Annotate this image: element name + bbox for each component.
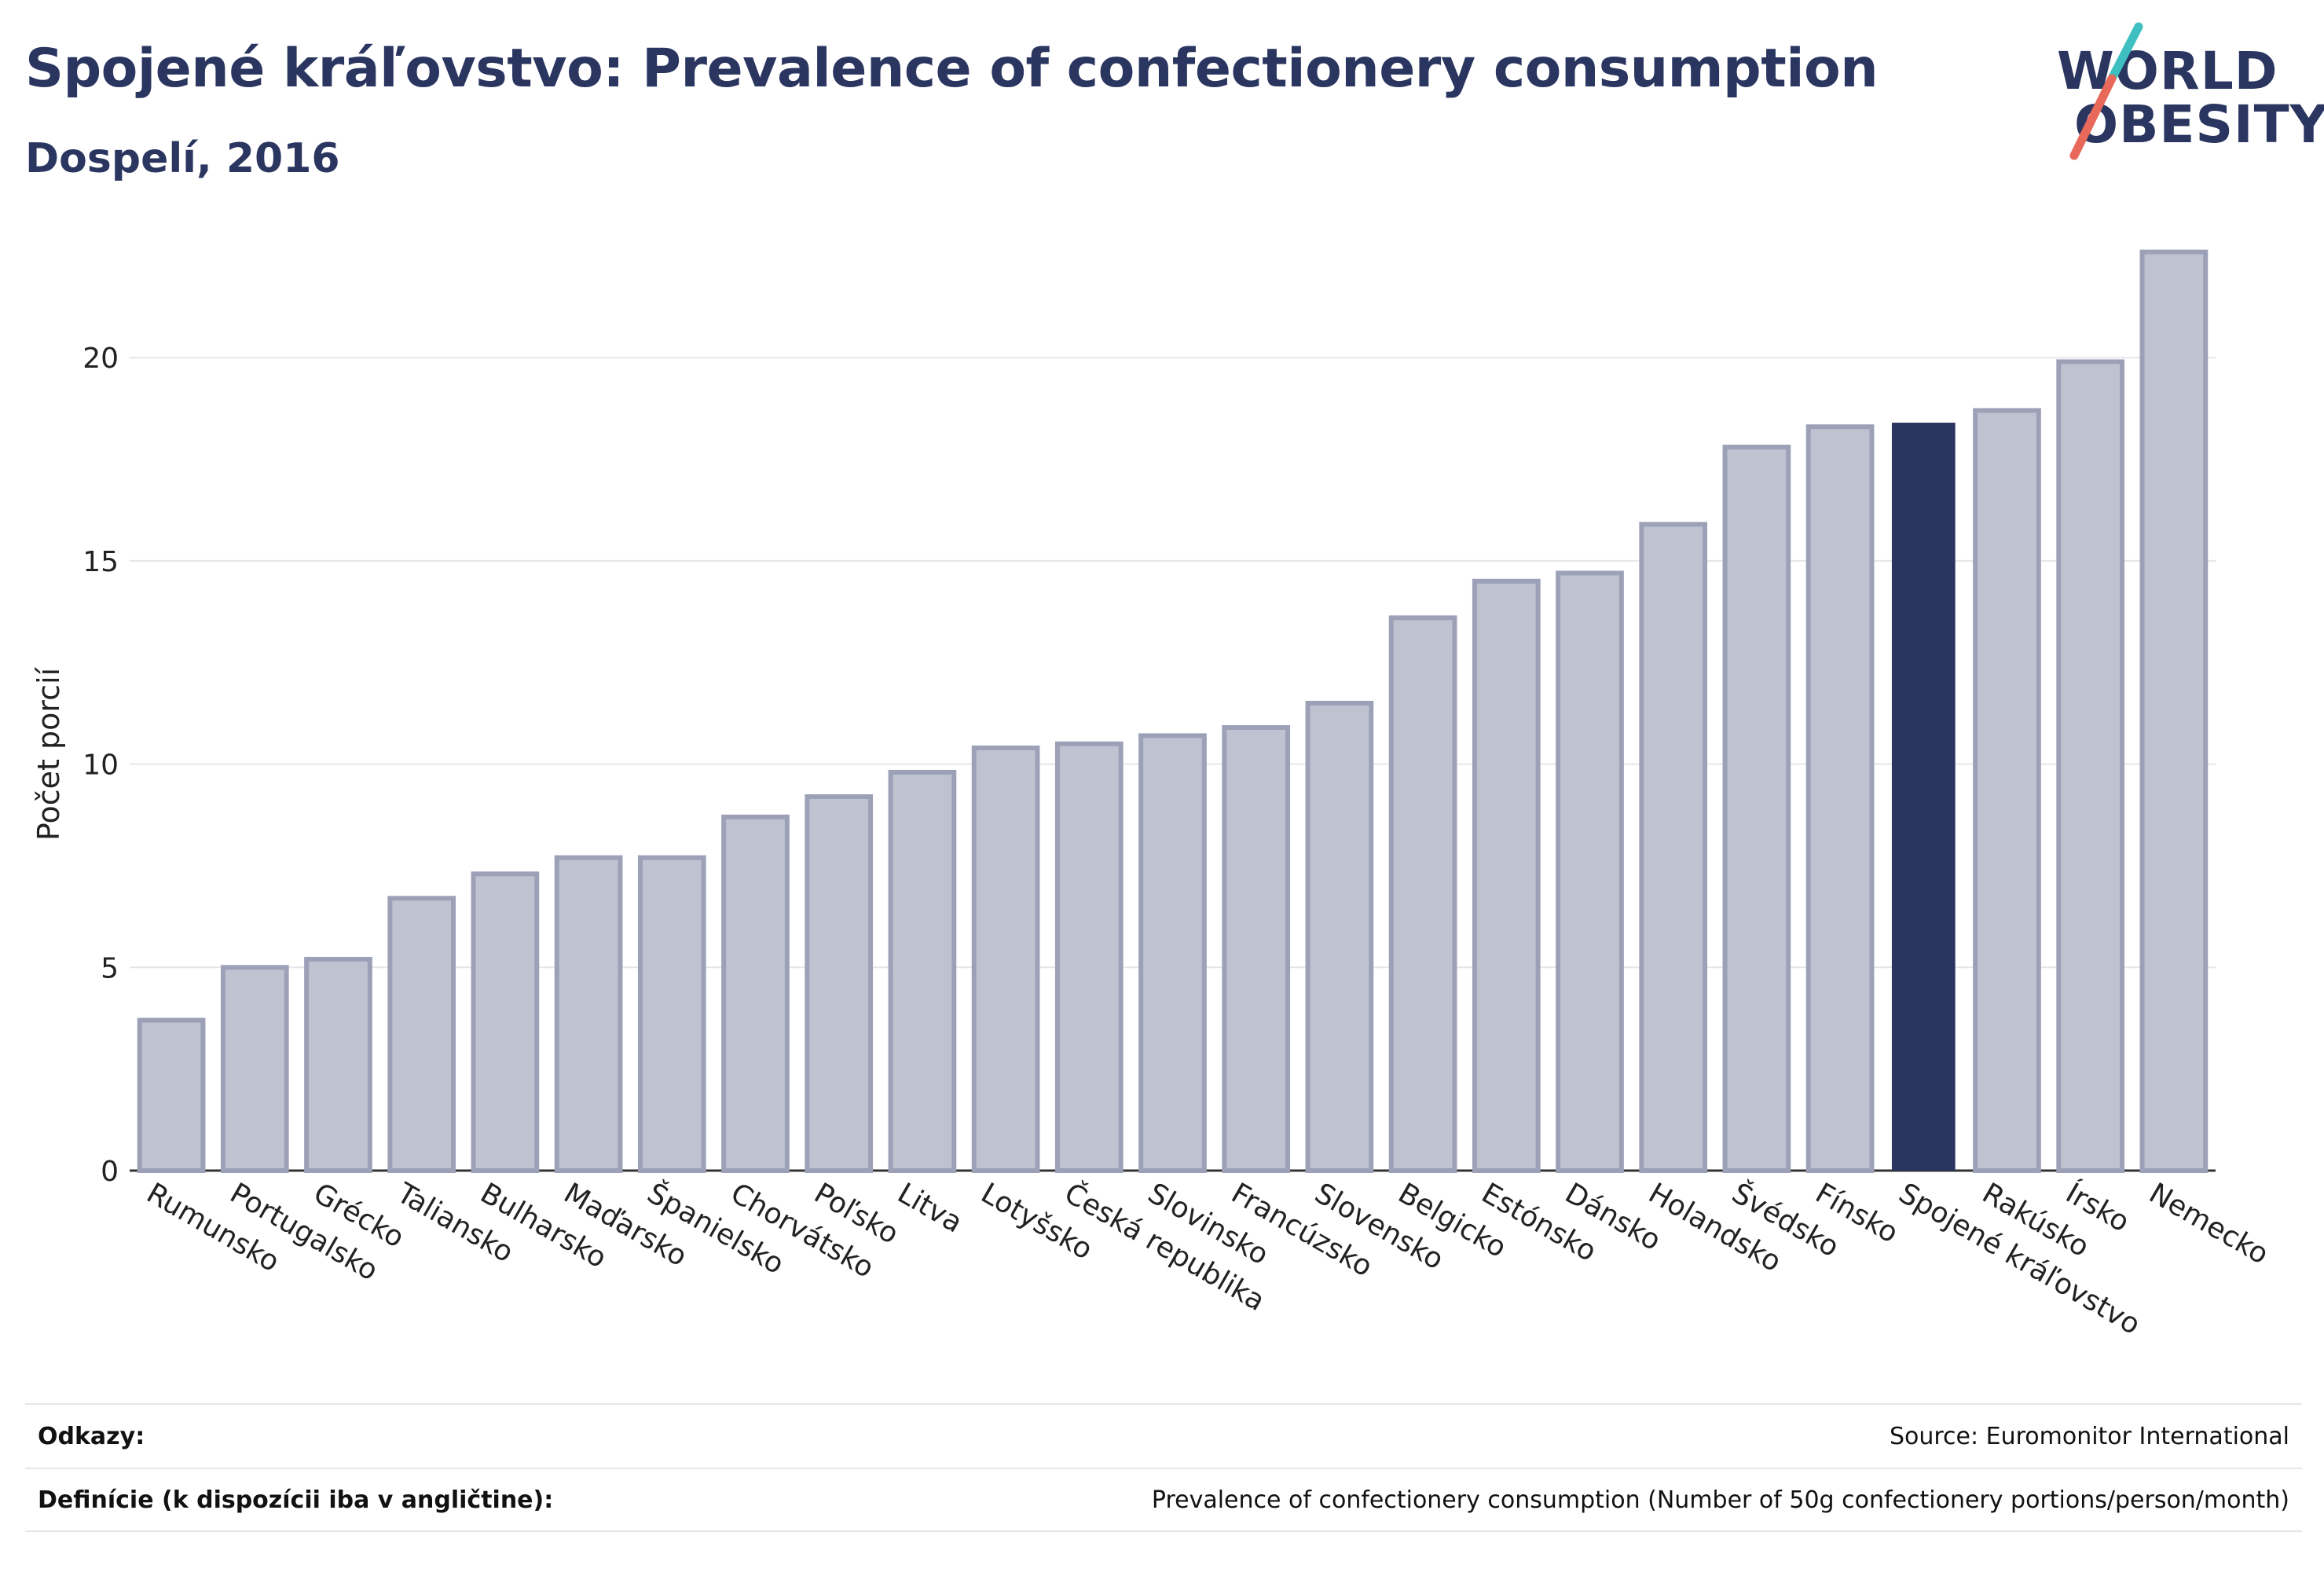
bar[interactable]: [971, 745, 1040, 1173]
bar[interactable]: [554, 855, 623, 1173]
y-tick-label: 15: [82, 546, 119, 578]
references-value: Source: Euromonitor International: [1889, 1422, 2289, 1450]
bar-highlighted[interactable]: [1891, 423, 1956, 1171]
bar[interactable]: [1388, 615, 1457, 1173]
bar-chart: 0 5 10 15 20 RumunskoPortugalskoGréckoTalian…: [82, 249, 2275, 1341]
bar[interactable]: [304, 956, 372, 1174]
logo-word-obesity: OBESITY: [2074, 94, 2324, 155]
bar[interactable]: [721, 814, 790, 1173]
y-tick-label: 10: [82, 750, 119, 782]
chart-subtitle: Dospelí, 2016: [25, 135, 340, 182]
bar[interactable]: [1222, 725, 1291, 1173]
y-axis-label: Počet porcií: [31, 667, 66, 841]
bar[interactable]: [637, 855, 706, 1173]
bars: [137, 249, 2209, 1174]
bar[interactable]: [1305, 701, 1374, 1173]
bar[interactable]: [1138, 733, 1207, 1173]
bar[interactable]: [2056, 359, 2125, 1173]
footer-row-definitions: Definície (k dispozícii iba v angličtine…: [25, 1468, 2302, 1532]
bar[interactable]: [888, 769, 957, 1174]
footer-row-references: Odkazy: Source: Euromonitor Internationa…: [25, 1403, 2302, 1468]
references-label: Odkazy:: [38, 1422, 145, 1450]
y-tick-label: 5: [101, 952, 119, 984]
x-tick-label: Litva: [892, 1177, 967, 1239]
bar[interactable]: [137, 1017, 206, 1173]
bar[interactable]: [471, 871, 540, 1173]
bar[interactable]: [805, 794, 874, 1173]
bar[interactable]: [220, 965, 289, 1173]
bar[interactable]: [1472, 578, 1541, 1173]
bar[interactable]: [1722, 445, 1791, 1173]
y-tick-label: 0: [101, 1156, 119, 1188]
x-tick-label: Nemecko: [2143, 1177, 2274, 1270]
y-tick-label: 20: [82, 343, 119, 375]
chart-title: Spojené kráľovstvo: Prevalence of confec…: [25, 38, 1879, 100]
x-axis-ticks: RumunskoPortugalskoGréckoTalianskoBulhar…: [141, 1176, 2275, 1341]
bar[interactable]: [1973, 408, 2041, 1173]
bar[interactable]: [2139, 249, 2209, 1173]
logo-word-world: WORLD: [2057, 41, 2278, 101]
y-axis-ticks: 0 5 10 15 20: [82, 343, 119, 1188]
bar[interactable]: [387, 896, 456, 1173]
bar[interactable]: [1805, 424, 1875, 1173]
bar[interactable]: [1054, 741, 1124, 1173]
world-obesity-logo[interactable]: WORLD OBESITY: [2051, 22, 2324, 171]
definitions-label: Definície (k dispozícii iba v angličtine…: [38, 1486, 554, 1514]
footer-table: Odkazy: Source: Euromonitor Internationa…: [25, 1403, 2302, 1532]
bar[interactable]: [1639, 522, 1708, 1173]
bar[interactable]: [1556, 570, 1624, 1173]
logo-slash-icon: [2069, 22, 2143, 160]
definitions-value: Prevalence of confectionery consumption …: [1151, 1486, 2289, 1514]
